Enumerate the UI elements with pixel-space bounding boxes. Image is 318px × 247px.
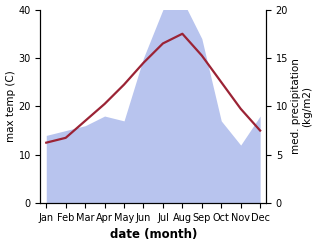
X-axis label: date (month): date (month) — [109, 228, 197, 242]
Y-axis label: med. precipitation
(kg/m2): med. precipitation (kg/m2) — [291, 59, 313, 154]
Y-axis label: max temp (C): max temp (C) — [5, 70, 16, 142]
